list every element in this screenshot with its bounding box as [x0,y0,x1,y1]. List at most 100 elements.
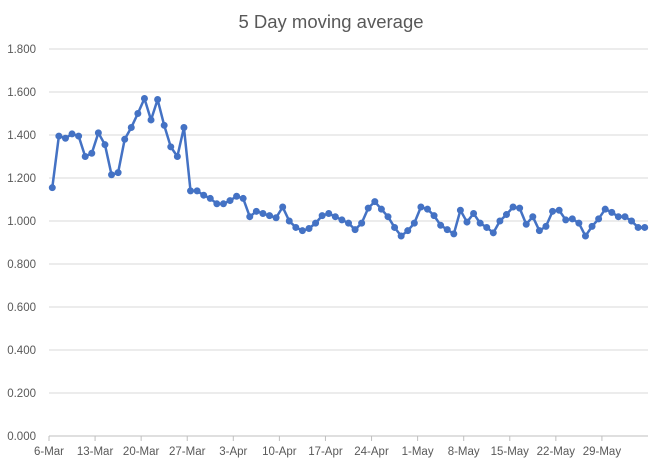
data-point [443,226,451,234]
data-points [48,94,649,240]
data-point [101,141,109,149]
y-tick-label: 0.600 [7,302,36,314]
data-point [279,203,287,211]
data-point [219,200,227,208]
x-tick-label: 27-Mar [169,446,206,458]
data-point [568,215,576,223]
data-point [292,223,300,231]
data-point [614,213,622,221]
x-tick-label: 13-Mar [77,446,114,458]
data-point [285,217,293,225]
data-point [476,219,484,227]
data-point [377,205,385,213]
data-point [167,143,175,151]
data-point [384,213,392,221]
x-tick-label: 24-Apr [354,446,389,458]
data-point [423,205,431,213]
data-point [430,212,438,220]
data-point [351,226,359,234]
data-point [588,222,596,230]
data-point [529,213,537,221]
data-point [358,219,366,227]
data-point [470,209,478,217]
y-tick-label: 1.200 [7,173,36,185]
y-tick-label: 0.400 [7,345,36,357]
x-tick-label: 8-May [448,446,480,458]
data-point [193,187,201,195]
y-tick-label: 0.000 [7,431,36,443]
data-point [88,149,96,157]
data-point [108,171,116,179]
data-point [246,213,254,221]
data-point [187,187,195,195]
data-point [154,96,162,104]
data-point [581,232,589,240]
x-tick-label: 10-Apr [262,446,297,458]
data-point [542,222,550,230]
data-point [68,130,76,138]
data-point [344,219,352,227]
data-point [272,214,280,222]
data-point [127,123,135,131]
data-point [121,135,129,143]
data-point [575,219,583,227]
data-point [318,212,326,220]
data-point [206,194,214,202]
data-point [410,219,418,227]
data-point [595,215,603,223]
data-point [489,229,497,237]
data-point [226,197,234,205]
data-point [61,134,69,142]
data-point [450,230,458,238]
data-point [417,203,425,211]
y-tick-label: 1.000 [7,216,36,228]
y-tick-label: 1.600 [7,87,36,99]
data-point [437,221,445,229]
y-tick-label: 1.400 [7,130,36,142]
data-point [621,213,629,221]
data-point [81,152,89,160]
data-point [266,212,274,220]
data-point [404,227,412,235]
data-point [483,223,491,231]
data-point [391,223,399,231]
x-tick-label: 20-Mar [123,446,160,458]
x-tick-label: 6-Mar [34,446,64,458]
data-point [239,194,247,202]
y-tick-label: 1.800 [7,44,36,56]
data-point [634,223,642,231]
x-tick-label: 3-Apr [219,446,247,458]
data-point [140,94,148,102]
data-point [134,110,142,118]
data-point [535,227,543,235]
data-point [549,207,557,215]
data-point [48,184,56,192]
data-point [94,129,102,137]
data-point [331,213,339,221]
chart-title: 5 Day moving average [238,11,423,32]
x-tick-label: 22-May [537,446,576,458]
data-point [298,227,306,235]
data-point [397,232,405,240]
y-tick-label: 0.200 [7,388,36,400]
y-tick-labels: 0.000 0.200 0.400 0.600 0.800 1.000 1.200 1.400… [7,44,36,443]
data-point [160,121,168,129]
data-point [114,169,122,177]
x-tick-labels: 6-Mar 13-Mar 20-Mar 27-Mar 3-Apr 10-Apr 17-Apr… [34,446,621,458]
data-point [641,223,649,231]
data-point [463,218,471,226]
data-point [200,191,208,199]
x-tick-label: 17-Apr [308,446,343,458]
data-point [509,203,517,211]
data-point [456,206,464,214]
data-point [75,132,83,140]
data-point [601,205,609,213]
data-point [522,220,530,228]
data-point [252,207,260,215]
data-point [213,200,221,208]
data-point [259,209,267,217]
data-point [180,123,188,131]
data-point [173,152,181,160]
